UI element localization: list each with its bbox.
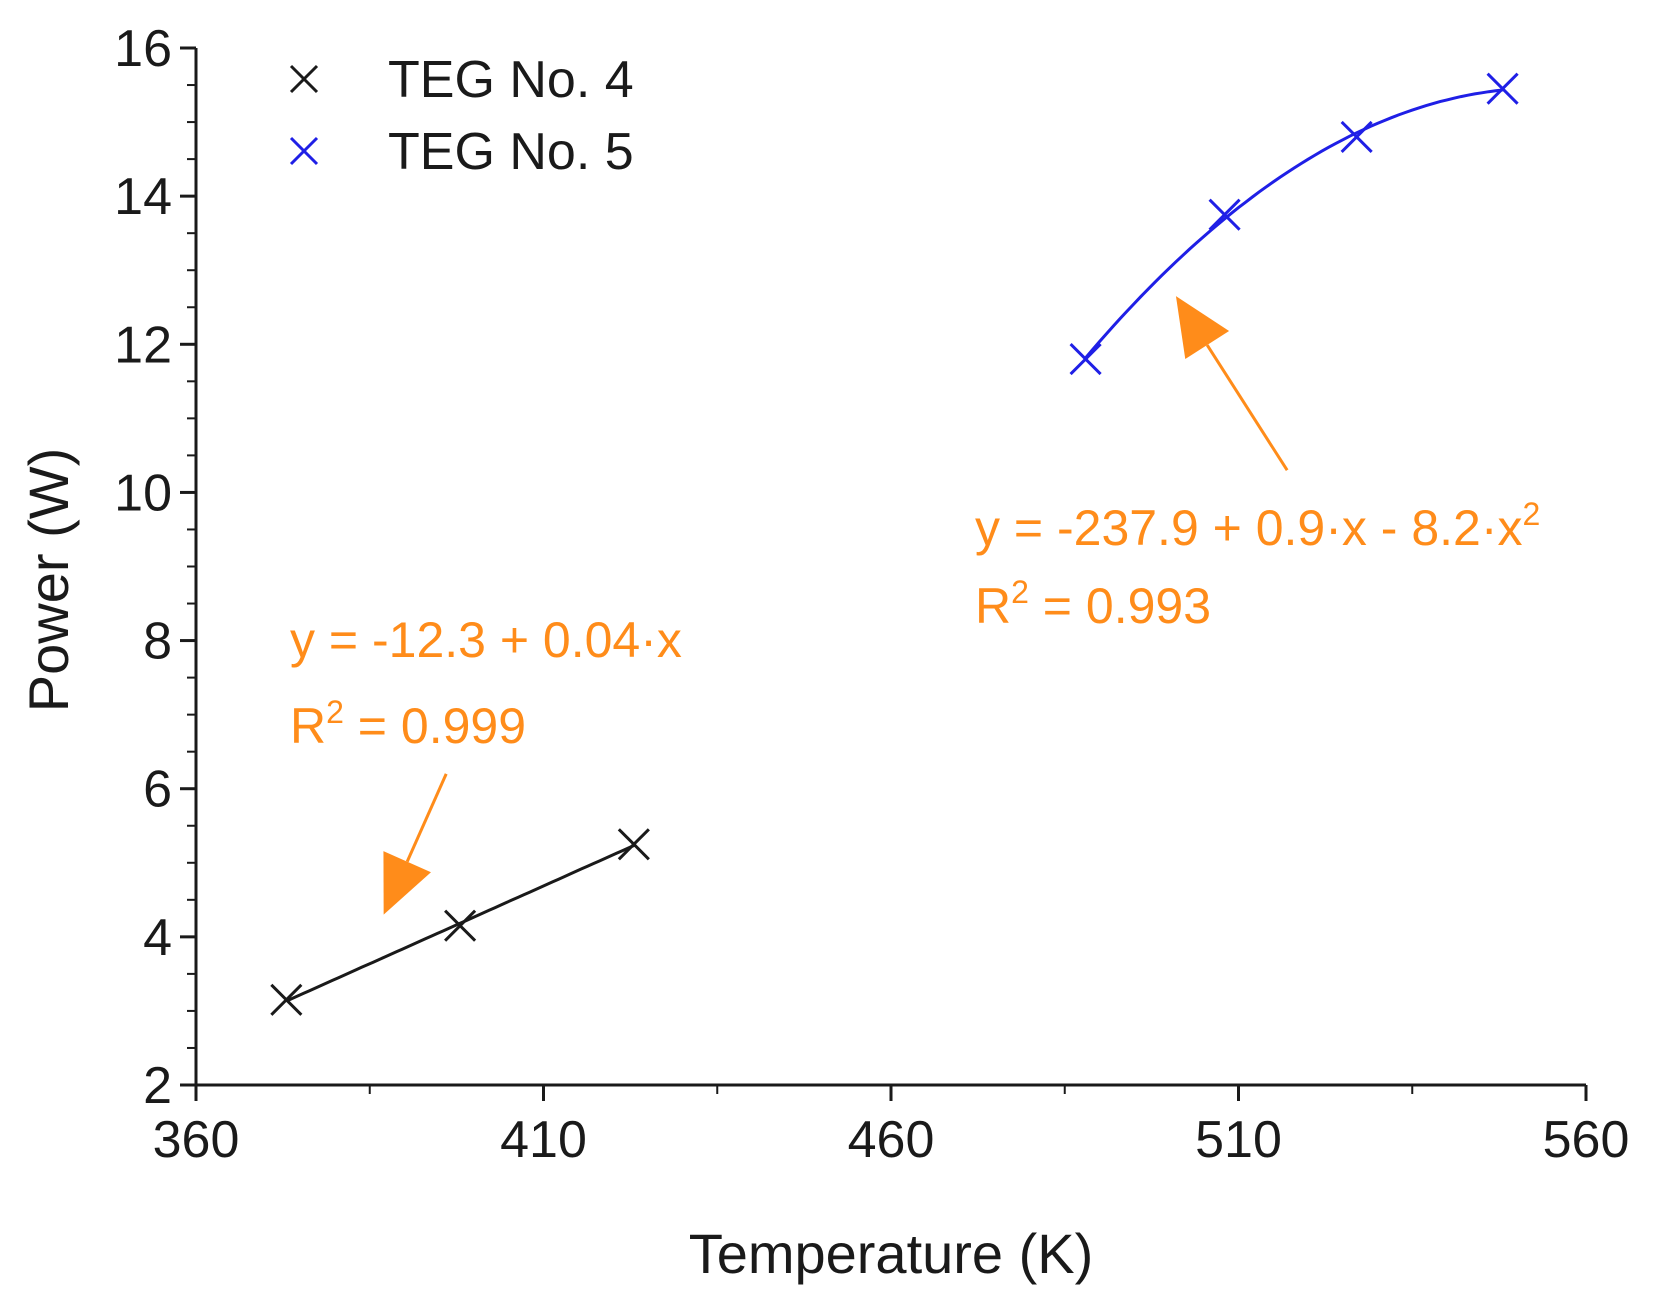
point-series-4-1	[444, 909, 477, 942]
fit-line-series-4	[285, 844, 635, 1003]
x-tick-label-510: 510	[1195, 1111, 1282, 1169]
annotation-teg5-r2: R2 = 0.993	[975, 574, 1211, 634]
annotation-arrow-shaft-0	[405, 773, 448, 863]
y-axis-title: Power (W)	[17, 448, 80, 712]
fit-lines	[285, 88, 1503, 1003]
point-series-5-2-stroke-b	[1340, 120, 1373, 153]
point-series-5-3	[1486, 72, 1519, 105]
annotations: y = -12.3 + 0.04·x R2 = 0.999 y = -237.9…	[290, 296, 1540, 915]
annotation-arrow-head-1	[1175, 296, 1230, 360]
x-axis-title: Temperature (K)	[689, 1222, 1094, 1285]
point-series-5-1-stroke-b	[1208, 198, 1241, 231]
legend-label-4: TEG No. 4	[388, 51, 634, 109]
x-tick-label-460: 460	[848, 1111, 935, 1169]
point-series-4-1-stroke-b	[444, 909, 477, 942]
annotation-teg5: y = -237.9 + 0.9·x - 8.2·x2 R2 = 0.993	[975, 496, 1540, 634]
annotation-teg4: y = -12.3 + 0.04·x R2 = 0.999	[290, 612, 682, 754]
point-series-4-2	[617, 828, 650, 861]
y-tick-label-14: 14	[114, 168, 172, 226]
y-tick-label-16: 16	[114, 20, 172, 78]
x-tick-label-360: 360	[153, 1111, 240, 1169]
legend-marker-5-stroke-b	[289, 136, 319, 166]
annotation-arrow-head-0	[383, 851, 431, 915]
x-tick-label-560: 560	[1543, 1111, 1630, 1169]
point-series-5-1	[1208, 198, 1241, 231]
legend-label-5: TEG No. 5	[388, 123, 634, 181]
point-series-5-3-stroke-b	[1486, 72, 1519, 105]
y-tick-label-10: 10	[114, 464, 172, 522]
y-tick-label-8: 8	[143, 613, 172, 671]
annotation-teg4-equation: y = -12.3 + 0.04·x	[290, 612, 682, 668]
y-tick-label-4: 4	[143, 909, 172, 967]
annotation-arrow-shaft-1	[1205, 344, 1289, 472]
point-series-4-0	[270, 983, 303, 1016]
x-tick-label-410: 410	[500, 1111, 587, 1169]
y-tick-label-2: 2	[143, 1057, 172, 1115]
fit-line-series-5	[1084, 88, 1503, 359]
point-series-4-0-stroke-b	[270, 983, 303, 1016]
point-series-5-2	[1340, 120, 1373, 153]
y-tick-label-6: 6	[143, 761, 172, 819]
annotation-teg4-r2: R2 = 0.999	[290, 694, 526, 754]
point-series-4-2-stroke-b	[617, 828, 650, 861]
y-tick-label-12: 12	[114, 316, 172, 374]
annotation-teg5-equation: y = -237.9 + 0.9·x - 8.2·x2	[975, 496, 1540, 556]
point-series-5-0	[1069, 343, 1102, 376]
point-series-5-0-stroke-b	[1069, 343, 1102, 376]
legend-marker-5	[289, 136, 319, 166]
legend-marker-4-stroke-b	[289, 64, 319, 94]
axes: 360 410 460 510 560 2 4 6 8 10 12 14 16	[114, 20, 1629, 1169]
legend-marker-4	[289, 64, 319, 94]
legend: TEG No. 4 TEG No. 5	[289, 51, 634, 181]
data-points	[270, 72, 1519, 1016]
